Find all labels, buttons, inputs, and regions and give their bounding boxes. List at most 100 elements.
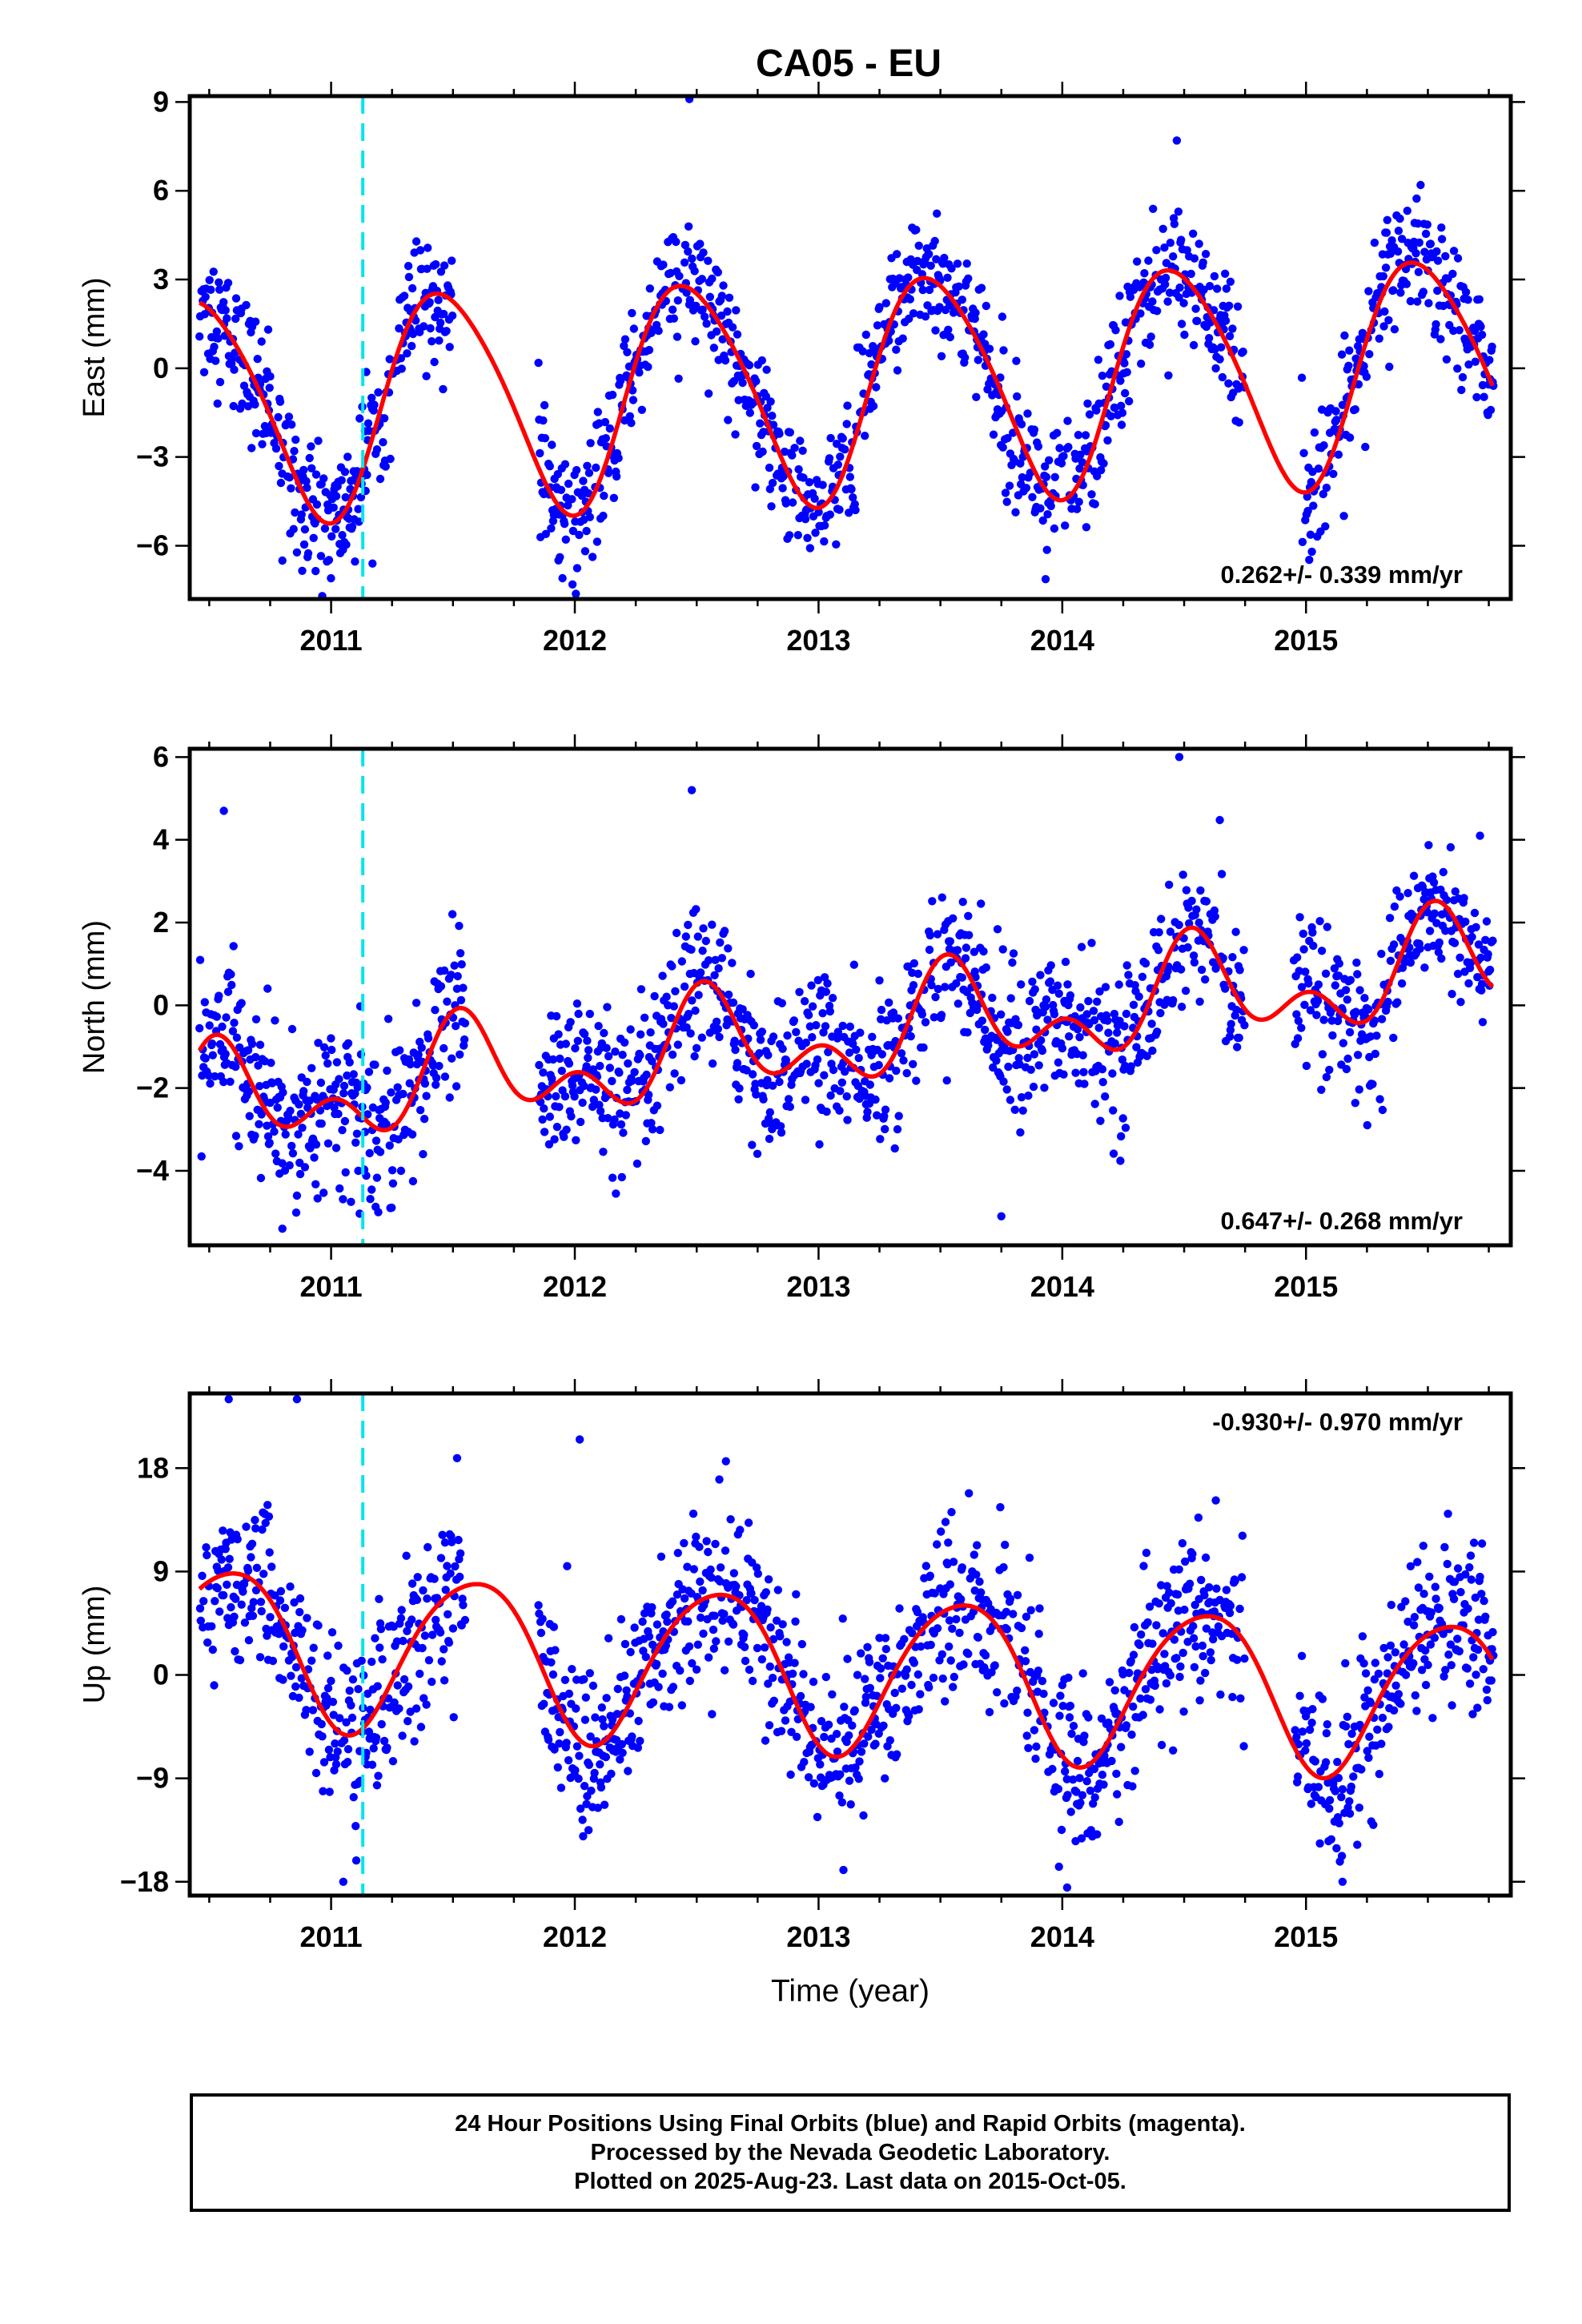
data-point [1172,136,1182,145]
data-point [1177,965,1186,974]
data-point [1099,459,1108,468]
data-point [251,1515,259,1525]
data-point [219,1077,228,1087]
data-point [1383,1653,1392,1662]
data-point [267,1059,275,1068]
data-point [821,987,831,996]
data-point [1382,228,1391,237]
data-point [416,1106,425,1115]
data-point [1443,1559,1452,1569]
data-point [1363,1747,1372,1755]
data-point [1106,340,1115,349]
data-point [263,325,273,334]
data-point [408,283,417,293]
data-point [1384,1723,1393,1731]
data-point [1136,1694,1145,1703]
data-point [432,259,440,269]
data-point [1164,371,1173,380]
data-point [715,1032,724,1042]
data-point [719,281,728,290]
data-point [431,312,440,322]
data-point [1385,362,1394,372]
data-point [1030,425,1039,434]
data-point [203,1638,212,1647]
data-point [1461,1570,1470,1579]
data-point [556,1054,564,1063]
data-point [636,985,646,994]
data-point [686,1029,695,1038]
data-point [1327,1835,1336,1844]
data-point [1105,1678,1114,1687]
data-point [954,282,963,291]
data-point [1480,1596,1488,1606]
data-point [1334,450,1343,459]
data-point [668,1050,677,1059]
data-point [605,424,614,433]
data-point [342,540,351,549]
x-tick-label: 2014 [1030,624,1094,657]
data-point [1238,1531,1247,1540]
data-point [1147,1019,1156,1028]
data-point [1078,1791,1087,1799]
data-point [1235,1033,1243,1043]
data-point [1449,1594,1459,1604]
data-point [323,1651,332,1660]
data-point [263,1631,271,1640]
data-point [619,1128,628,1137]
data-point [1093,1830,1102,1839]
data-point [1049,1699,1058,1707]
data-point [1146,332,1155,341]
data-point [1413,219,1423,228]
data-point [235,1142,243,1151]
data-point [1192,905,1201,914]
data-point [599,1148,608,1156]
y-tick-label: 6 [153,174,169,207]
data-point [1038,516,1047,525]
data-point [1013,1590,1022,1600]
data-point [450,961,459,970]
data-point [1413,297,1422,306]
data-point [459,983,468,992]
data-point [231,1594,240,1603]
data-point [977,283,986,292]
data-point [808,1002,817,1011]
panel-frame [187,94,1513,601]
data-point [554,1030,563,1039]
data-point [800,997,809,1006]
data-point [669,314,678,323]
data-point [981,1025,990,1035]
data-point [599,511,608,521]
data-point [1217,870,1227,879]
data-point [584,1760,594,1769]
data-point [608,1715,617,1724]
data-point [576,1804,585,1813]
data-point [1393,998,1402,1007]
data-point [460,1019,470,1028]
data-point [355,414,364,423]
data-point [1332,416,1341,424]
data-point [248,1611,258,1621]
data-point [547,1658,556,1667]
data-point [1303,506,1312,516]
data-point [1297,983,1307,991]
data-point [876,1674,885,1683]
data-point [335,1184,344,1193]
data-point [1089,1007,1098,1015]
data-point [367,1185,376,1194]
y-tick-label: 9 [153,85,169,118]
data-point [550,1745,559,1754]
data-point [1026,1065,1035,1075]
data-point [944,325,953,334]
data-point [1344,361,1353,370]
data-point [684,1617,693,1626]
data-point [699,1629,708,1638]
data-point [564,479,573,489]
data-point [363,1084,371,1092]
data-point [717,954,726,963]
model-curve [198,1571,1495,1781]
data-point [813,1812,822,1822]
data-point [598,1715,607,1724]
data-point [748,1070,757,1079]
data-point [724,416,733,424]
data-point [1456,998,1465,1007]
